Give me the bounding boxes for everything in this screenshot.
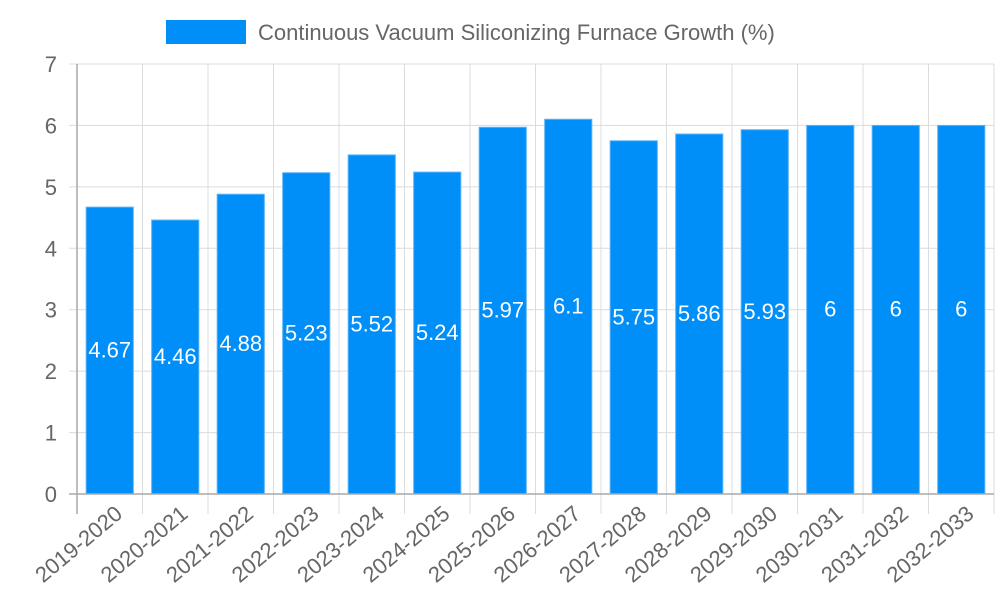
y-tick-label: 1: [45, 421, 57, 446]
bar-value-label: 5.93: [743, 299, 786, 324]
legend[interactable]: Continuous Vacuum Siliconizing Furnace G…: [166, 20, 775, 45]
axes: [69, 64, 994, 514]
y-tick-label: 7: [45, 52, 57, 77]
x-axis-ticks: 2019-20202020-20212021-20222022-20232023…: [30, 501, 978, 588]
bar[interactable]: [609, 140, 658, 495]
bar[interactable]: [544, 118, 593, 495]
y-tick-label: 3: [45, 298, 57, 323]
bar[interactable]: [282, 172, 331, 495]
y-tick-label: 2: [45, 359, 57, 384]
bar-value-label: 5.52: [350, 311, 393, 336]
y-tick-label: 0: [45, 482, 57, 507]
bar-value-label: 6: [955, 297, 967, 322]
bar[interactable]: [740, 129, 789, 495]
bar-value-label: 5.24: [416, 320, 459, 345]
bar-value-label: 6: [824, 297, 836, 322]
bar-value-label: 5.97: [481, 298, 524, 323]
legend-label: Continuous Vacuum Siliconizing Furnace G…: [258, 20, 775, 45]
bar-value-label: 4.67: [88, 338, 131, 363]
bar-value-label: 6: [890, 297, 902, 322]
bar[interactable]: [478, 126, 527, 495]
bar[interactable]: [413, 171, 462, 495]
y-tick-label: 4: [45, 236, 57, 261]
bar[interactable]: [806, 124, 855, 495]
bar[interactable]: [675, 133, 724, 495]
bar[interactable]: [871, 124, 920, 495]
bar-value-label: 5.86: [678, 301, 721, 326]
bar-value-label: 5.75: [612, 304, 655, 329]
bar[interactable]: [347, 154, 396, 495]
bar-value-label: 6.1: [553, 294, 584, 319]
legend-swatch: [166, 20, 246, 44]
y-axis-ticks: 0 1 2 3 4 5 6 7: [45, 52, 57, 507]
bars: [85, 118, 986, 495]
bar[interactable]: [216, 193, 265, 495]
data-labels: 4.67 4.46 4.88 5.23 5.52 5.24 5.97 6.1 5.75 5.86 5…: [88, 294, 967, 369]
y-tick-label: 5: [45, 175, 57, 200]
bar-value-label: 5.23: [285, 320, 328, 345]
y-tick-label: 6: [45, 113, 57, 138]
bar[interactable]: [937, 124, 986, 495]
bar-value-label: 4.46: [154, 344, 197, 369]
gridlines: [69, 63, 995, 514]
bar-value-label: 4.88: [219, 331, 262, 356]
